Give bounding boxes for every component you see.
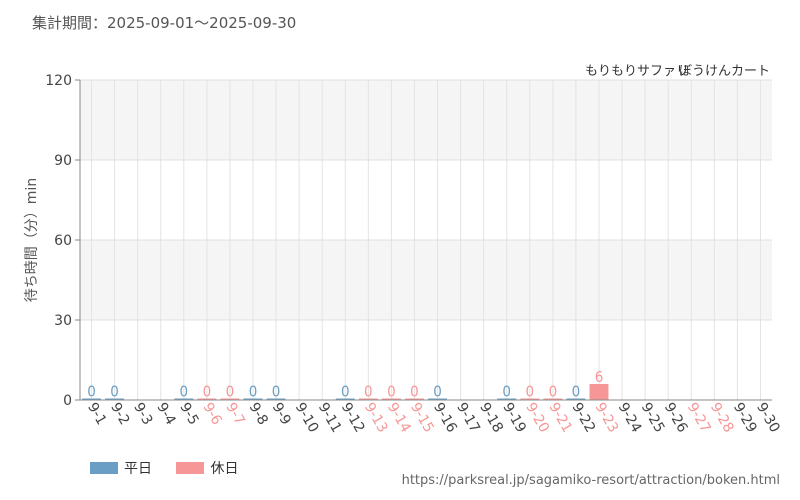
y-tick-label: 60 [54,233,72,249]
y-tick-labels: 0 30 60 90 120 [45,73,72,409]
bar [405,398,424,400]
source-url: https://parksreal.jp/sagamiko-resort/att… [401,473,780,488]
bar [358,398,378,400]
x-tick-label: 9-24 [615,400,645,436]
bar [266,398,286,400]
x-tick-label: 9-6 [199,400,224,428]
legend: 平日 休日 [90,458,258,478]
x-tick-label: 9-20 [522,400,552,436]
y-axis-label: 待ち時間（分）min [24,178,40,302]
data-label: 0 [572,383,581,401]
bar [335,398,355,400]
y-tick-label: 0 [63,393,72,409]
x-tick-label: 9-13 [361,400,391,436]
attraction-name: ぼうけんカート [678,64,770,79]
y-tick-label: 30 [54,313,72,329]
x-tick-label: 9-22 [568,400,598,436]
data-label: 0 [502,383,511,401]
legend-label-holiday: 休日 [210,461,239,477]
bar [497,398,517,400]
x-tick-label: 9-17 [453,400,483,436]
data-label: 0 [410,383,419,401]
data-label: 0 [272,383,281,401]
x-tick-label: 9-27 [684,400,714,436]
x-tick-label: 9-14 [384,400,414,436]
x-tick-label: 9-28 [707,400,737,436]
bar [566,398,586,400]
data-label: 0 [364,383,373,401]
plot-band [80,80,772,160]
x-tick-label: 9-5 [176,400,201,428]
bar [243,398,263,400]
x-tick-label: 9-30 [753,400,783,436]
bar [105,398,125,400]
bar [197,398,217,400]
data-label: 0 [203,383,212,401]
plot-band [80,240,772,320]
plot-band [80,160,772,240]
x-tick-label: 9-23 [592,400,622,436]
plot-bands [80,80,772,400]
y-tick-label: 120 [45,73,72,89]
bar [589,384,609,400]
plot-band [80,320,772,400]
x-tick-labels: 9-19-29-39-49-59-69-79-89-99-109-119-129… [84,400,783,436]
data-label: 0 [110,383,119,401]
x-tick-label: 9-10 [292,400,322,436]
x-tick-label: 9-1 [84,400,109,428]
x-tick-label: 9-15 [407,400,437,436]
bar [428,398,447,400]
bar [220,398,240,400]
period-label: 集計期間：2025-09-01〜2025-09-30 [32,14,297,32]
bar [174,398,194,400]
x-tick-label: 9-16 [430,400,460,436]
data-label: 0 [549,383,558,401]
data-label: 0 [341,383,350,401]
data-label: 0 [87,383,96,401]
data-label: 0 [180,383,189,401]
x-tick-label: 9-11 [315,400,345,436]
legend-swatch-weekday [90,462,118,474]
axes [79,80,772,401]
x-tick-label: 9-8 [246,400,271,428]
x-tick-label: 9-25 [638,400,668,436]
x-tick-label: 9-26 [661,400,691,436]
data-label: 6 [595,368,604,386]
bar [520,398,540,400]
x-tick-label: 9-3 [130,400,155,428]
x-tick-label: 9-21 [545,400,575,436]
legend-swatch-holiday [176,462,205,474]
park-name: もりもりサファリ [584,64,689,79]
x-tick-label: 9-7 [222,400,247,428]
x-tick-label: 9-18 [476,400,506,436]
bar [543,398,563,400]
data-label: 0 [433,383,442,401]
bar [82,398,101,400]
x-tick-label: 9-2 [107,400,132,428]
x-tick-label: 9-29 [730,400,760,436]
x-tick-label: 9-19 [499,400,529,436]
bars [82,384,609,400]
x-tick-label: 9-12 [338,400,368,436]
data-labels: 0 0 0 0 0 0 0 0 0 0 0 0 0 0 0 06 [87,368,603,401]
data-label: 0 [249,383,258,401]
data-label: 0 [387,383,396,401]
x-tick-label: 9-4 [153,400,178,428]
legend-label-weekday: 平日 [124,461,152,477]
y-tick-label: 90 [54,153,72,169]
legend-item-weekday: 平日 [90,458,152,478]
x-tick-label: 9-9 [269,400,294,428]
data-label: 0 [526,383,535,401]
data-label: 0 [226,383,235,401]
legend-item-holiday: 休日 [176,458,238,478]
bar [381,398,401,400]
